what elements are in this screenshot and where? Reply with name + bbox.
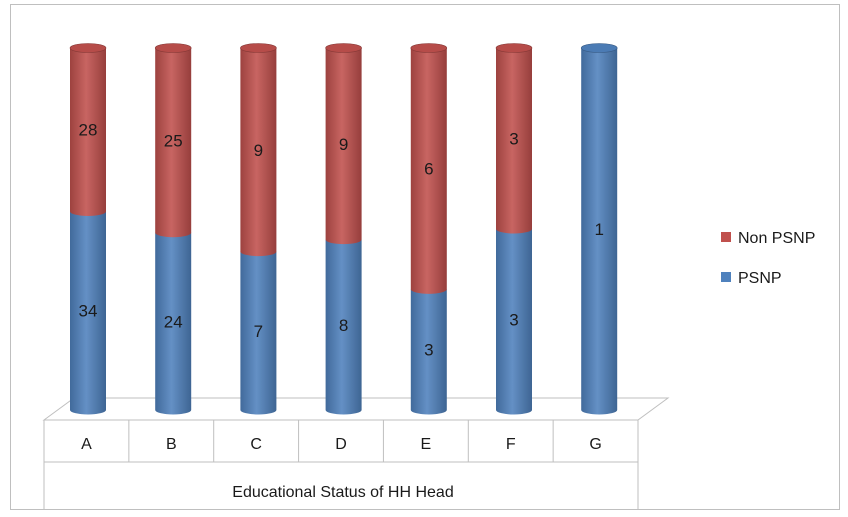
bar-F-non-psnp [496,48,532,234]
legend-swatch-non-psnp [721,232,731,242]
data-label-A-psnp: 34 [79,302,98,321]
bar-C-psnp [240,251,277,415]
bar-E-psnp [410,289,447,415]
bar-D-psnp [325,239,362,415]
bar-cap-E [410,43,448,53]
bar-D-non-psnp [325,48,362,245]
bar-E-non-psnp [410,48,447,294]
legend-swatch-psnp [721,272,731,282]
data-label-F-non-psnp: 3 [509,130,518,149]
chart-bars [69,43,618,415]
category-label-A: A [81,436,92,453]
data-label-F-psnp: 3 [509,311,518,330]
data-label-D-non-psnp: 9 [339,135,348,154]
bar-G-psnp [581,48,618,415]
data-label-C-psnp: 7 [254,322,263,341]
legend: Non PSNP PSNP [721,230,815,287]
bar-cap-D [325,43,362,53]
bar-F-psnp [496,229,532,415]
data-label-E-non-psnp: 6 [424,160,433,179]
data-label-B-psnp: 24 [164,312,183,331]
data-label-E-psnp: 3 [424,341,433,360]
legend-label-non-psnp: Non PSNP [738,230,815,247]
bar-B-psnp [155,232,192,415]
category-label-G: G [589,436,601,453]
data-label-A-non-psnp: 28 [79,121,98,140]
bar-cap-C [240,43,277,53]
data-label-G-psnp: 1 [594,220,603,239]
bar-cap-G [580,43,618,53]
data-label-B-non-psnp: 25 [164,131,183,150]
category-label-C: C [250,436,262,453]
data-label-D-psnp: 8 [339,316,348,335]
bar-C-non-psnp [240,48,277,257]
category-label-E: E [421,436,432,453]
bar-A-psnp [70,211,106,415]
category-axis: Educational Status of HH Head A B C D E F G [81,436,602,501]
bar-cap-F [495,43,533,53]
bar-B-non-psnp [155,48,192,238]
bar-A-non-psnp [70,48,106,216]
category-label-B: B [166,436,177,453]
data-labels: 34 28 24 25 7 9 8 9 3 6 3 3 1 [79,121,604,360]
bar-cap-A [69,43,107,53]
legend-label-psnp: PSNP [738,270,782,287]
bar-cap-B [154,43,192,53]
category-label-F: F [506,436,516,453]
x-axis-title: Educational Status of HH Head [232,484,453,501]
category-label-D: D [335,436,347,453]
data-label-C-non-psnp: 9 [254,141,263,160]
